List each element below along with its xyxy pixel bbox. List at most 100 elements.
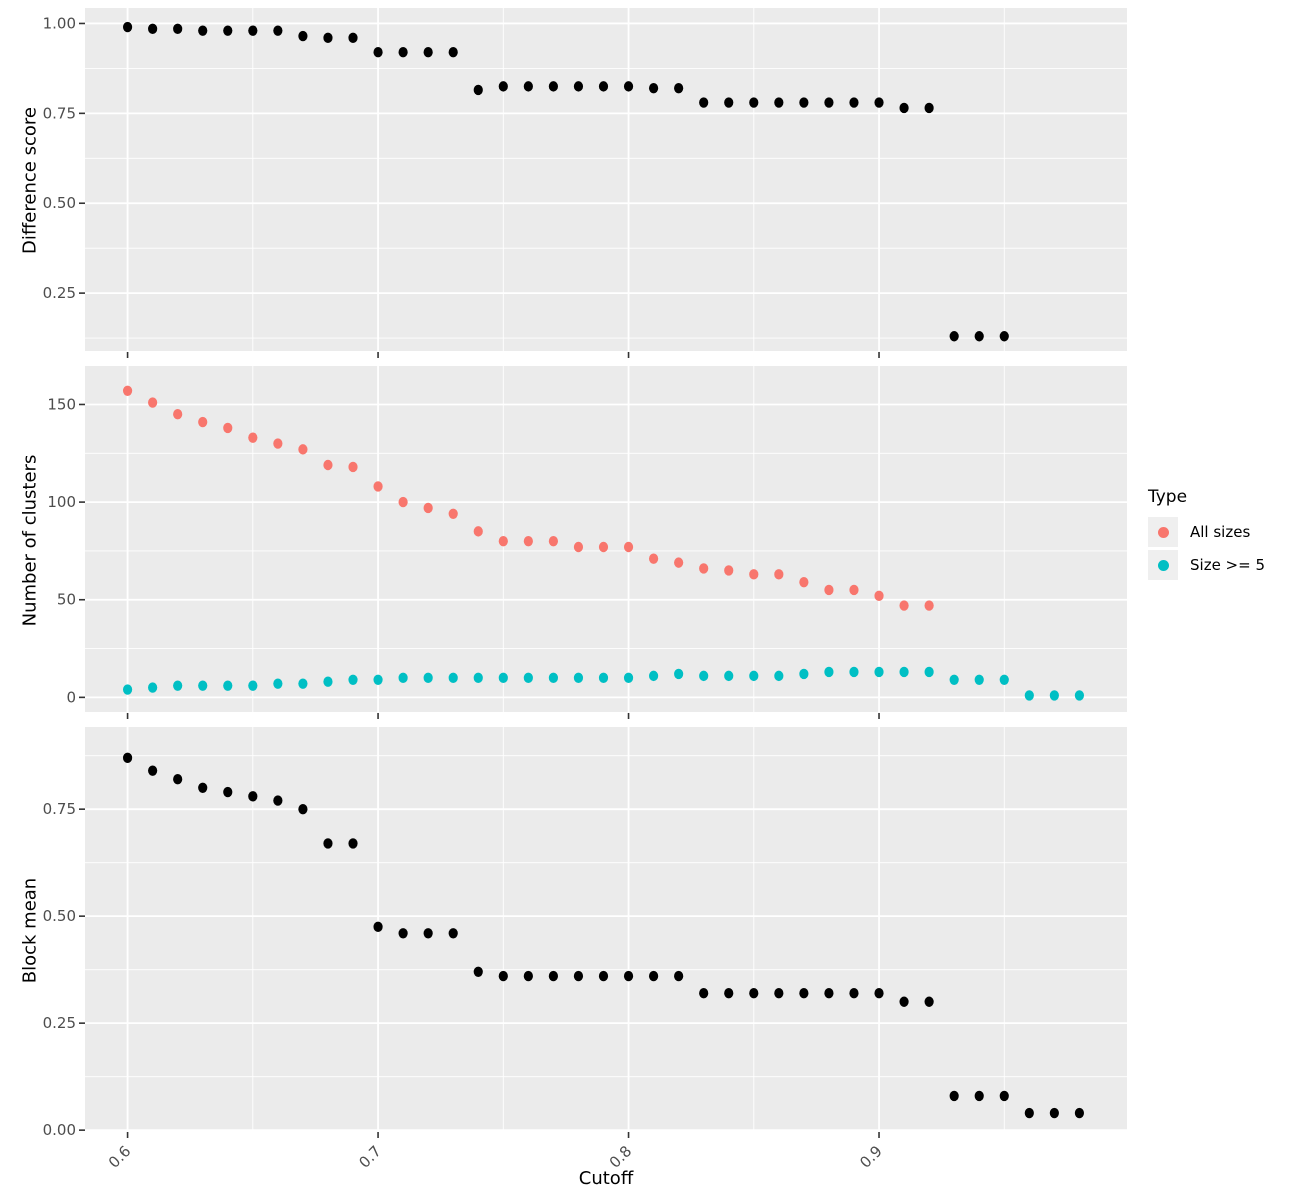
- data-point: [473, 966, 483, 977]
- data-point: [473, 84, 483, 96]
- data-point: [623, 541, 634, 553]
- data-point: [248, 432, 258, 443]
- data-point: [523, 81, 533, 92]
- data-point: [273, 25, 283, 36]
- data-point: [122, 21, 133, 33]
- data-point: [774, 987, 784, 999]
- data-point: [1024, 1107, 1034, 1119]
- y-axis-tick-label: 0.50: [43, 907, 76, 925]
- data-point: [749, 569, 759, 580]
- data-point: [373, 47, 383, 58]
- data-point: [573, 672, 584, 684]
- data-point: [523, 672, 533, 684]
- data-point: [198, 25, 208, 36]
- data-point: [849, 97, 859, 108]
- data-point: [899, 102, 909, 114]
- y-axis-tick-label: 150: [47, 395, 76, 413]
- data-point: [724, 670, 734, 682]
- data-point: [774, 670, 784, 682]
- data-point: [148, 23, 158, 35]
- data-point: [173, 774, 183, 785]
- data-point: [749, 987, 759, 999]
- data-point: [498, 970, 508, 982]
- y-axis-tick-label: 0.50: [43, 194, 76, 212]
- x-axis-tick-label: 0.9: [856, 1142, 886, 1172]
- y-axis-tick-label: 1.00: [43, 14, 76, 32]
- data-point: [373, 674, 383, 685]
- panel-background: [85, 366, 1127, 712]
- data-point: [148, 765, 158, 776]
- data-point: [423, 672, 433, 684]
- data-point: [348, 674, 358, 685]
- data-point: [874, 987, 884, 999]
- data-point: [1049, 690, 1059, 701]
- data-point: [648, 82, 659, 94]
- data-point: [949, 1090, 959, 1102]
- data-point: [699, 670, 709, 682]
- data-point: [1074, 1107, 1085, 1119]
- data-point: [373, 921, 383, 933]
- data-point: [648, 970, 659, 982]
- data-point: [273, 795, 283, 806]
- y-axis-tick-label: 0: [66, 688, 76, 706]
- x-axis-title: Cutoff: [578, 1168, 634, 1189]
- data-point: [598, 970, 609, 982]
- data-point: [448, 508, 458, 520]
- data-point: [473, 526, 483, 537]
- data-point: [724, 97, 734, 108]
- data-point: [1049, 1107, 1059, 1119]
- y-axis-tick-label: 0.25: [43, 284, 76, 302]
- y-axis-tick-label: 100: [47, 493, 76, 511]
- data-point: [248, 25, 258, 36]
- panel-background: [85, 727, 1127, 1131]
- data-point: [924, 600, 934, 611]
- data-point: [473, 672, 483, 684]
- legend-item-label: Size >= 5: [1190, 556, 1266, 574]
- data-point: [423, 47, 433, 58]
- data-point: [849, 987, 859, 999]
- data-point: [674, 82, 684, 94]
- data-point: [573, 81, 584, 92]
- data-point: [548, 970, 558, 982]
- size-ge-5-dot-icon: [1157, 559, 1169, 571]
- x-axis-tick-label: 0.6: [105, 1142, 135, 1172]
- data-point: [523, 970, 533, 982]
- data-point: [298, 803, 308, 815]
- x-axis-tick-label: 0.7: [355, 1142, 385, 1172]
- legend-item-all-sizes[interactable]: All sizes: [1148, 517, 1265, 547]
- data-point: [498, 81, 508, 92]
- y-axis-title-number-of-clusters: Number of clusters: [19, 454, 41, 627]
- data-point: [1024, 690, 1034, 701]
- data-point: [623, 970, 634, 982]
- data-point: [223, 25, 233, 36]
- y-axis-tick-label: 0.75: [43, 800, 76, 818]
- data-point: [498, 535, 508, 547]
- data-point: [699, 97, 709, 108]
- data-point: [674, 557, 684, 568]
- data-point: [548, 81, 558, 92]
- data-point: [824, 987, 834, 999]
- data-point: [223, 786, 233, 798]
- data-point: [623, 672, 634, 684]
- data-point: [749, 670, 759, 682]
- data-point: [749, 97, 759, 108]
- legend-key: [1148, 550, 1178, 580]
- data-point: [398, 672, 408, 684]
- data-point: [824, 97, 834, 108]
- data-point: [148, 397, 158, 408]
- data-point: [598, 81, 609, 92]
- legend-item-label: All sizes: [1190, 523, 1251, 541]
- data-point: [799, 576, 809, 588]
- data-point: [198, 680, 208, 691]
- data-point: [849, 666, 859, 678]
- data-point: [122, 752, 133, 764]
- legend: Type All sizes Size >= 5: [1148, 487, 1265, 583]
- data-point: [348, 32, 358, 44]
- data-point: [874, 590, 884, 602]
- legend-title: Type: [1148, 487, 1188, 507]
- data-point: [899, 996, 909, 1007]
- data-point: [799, 987, 809, 999]
- legend-key: [1148, 517, 1178, 547]
- legend-item-size-ge-5[interactable]: Size >= 5: [1148, 550, 1265, 580]
